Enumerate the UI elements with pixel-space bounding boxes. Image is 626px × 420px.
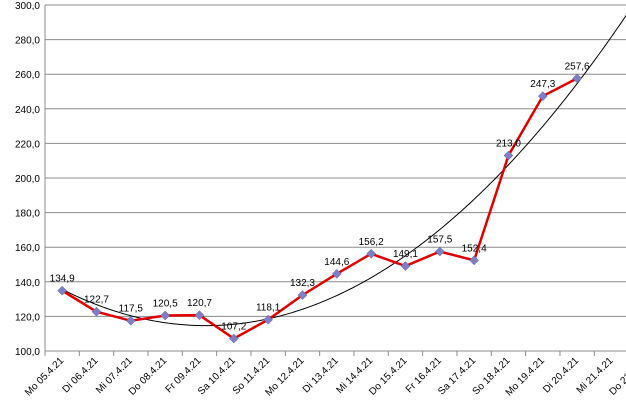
y-tick-label: 120,0 [15,312,40,323]
marker [297,290,308,300]
data-label: 144,6 [324,257,349,268]
data-label: 132,3 [290,278,315,289]
y-tick-label: 300,0 [15,1,40,12]
marker [400,261,411,271]
y-tick-label: 100,0 [15,347,40,358]
x-tick-label: Mo 05.4.21 [23,355,66,398]
data-label: 213,0 [496,139,521,150]
data-label: 156,2 [359,237,384,248]
marker [194,310,205,321]
data-label: 120,5 [153,299,178,310]
marker [160,310,171,321]
data-label: 247,3 [530,79,555,90]
marker [434,246,445,257]
x-tick-label: Do 15.4.21 [367,355,410,398]
data-label: 149,1 [393,249,418,260]
data-label: 152,4 [462,243,487,254]
data-label: 120,7 [187,298,212,309]
y-tick-label: 140,0 [15,278,40,289]
y-tick-label: 160,0 [15,243,40,254]
data-label: 117,5 [119,304,144,315]
marker [366,248,376,259]
data-label: 122,7 [84,295,109,306]
marker [263,314,273,325]
data-label: 107,2 [221,322,246,333]
data-label: 118,1 [256,303,281,314]
marker [572,73,582,84]
y-tick-label: 240,0 [15,105,40,116]
trendline [61,14,626,327]
x-tick-label: Do 08.4.21 [127,355,170,398]
data-label: 134,9 [50,274,75,285]
data-line [61,77,578,341]
marker [331,268,342,279]
marker [537,91,548,102]
y-tick-label: 280,0 [15,36,40,47]
data-label: 157,5 [427,235,452,246]
y-tick-label: 220,0 [15,139,40,150]
data-label: 257,6 [565,61,590,72]
marker [125,315,136,326]
marker [503,150,514,161]
y-tick-label: 200,0 [15,174,40,185]
y-tick-label: 260,0 [15,70,40,81]
marker [57,285,68,296]
marker [228,333,239,344]
marker [91,306,102,317]
marker [469,255,479,266]
y-tick-label: 180,0 [15,209,40,220]
